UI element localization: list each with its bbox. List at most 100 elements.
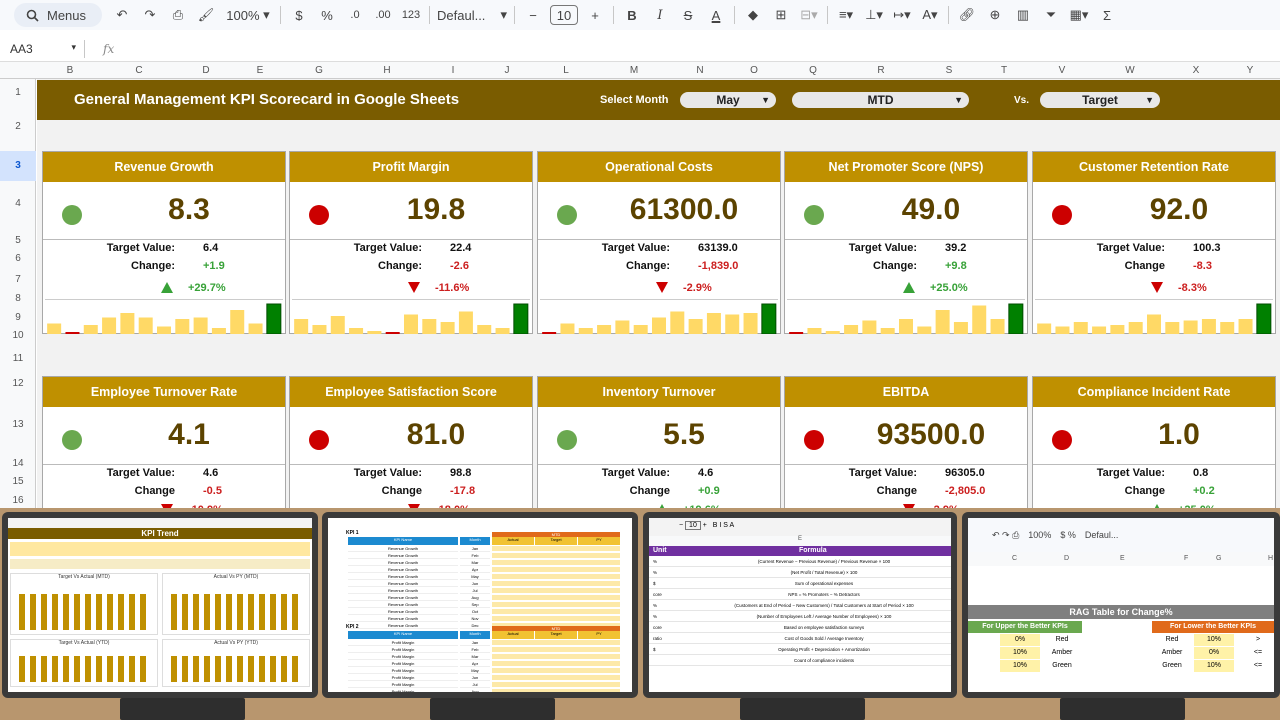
- column-header[interactable]: E: [256, 65, 264, 76]
- thumb-unit: $: [653, 581, 656, 586]
- thumb-cell: Aug: [460, 689, 490, 692]
- row-header[interactable]: 8: [15, 293, 21, 304]
- change-label: Change:: [626, 260, 670, 272]
- column-header[interactable]: X: [1192, 65, 1200, 76]
- paint-format-icon[interactable]: 🖌︎: [197, 7, 215, 22]
- change-label: Change: [134, 485, 175, 497]
- column-header[interactable]: O: [750, 65, 758, 76]
- sparkline-bar: [1147, 314, 1161, 334]
- column-header[interactable]: C: [135, 65, 143, 76]
- row-header[interactable]: 16: [12, 495, 24, 506]
- kpi-card: Inventory Turnover 5.5 Target Value: 4.6 Cha…: [537, 376, 781, 519]
- thumb-cell: Mar: [460, 654, 490, 660]
- bold-button[interactable]: B: [627, 7, 637, 23]
- row-header[interactable]: 4: [15, 198, 21, 209]
- filter-views-icon[interactable]: ▦▾: [1069, 7, 1089, 22]
- thumb-chart-bar: [118, 656, 124, 682]
- row-header[interactable]: 3: [0, 151, 36, 181]
- borders-icon[interactable]: ⊞: [775, 7, 787, 22]
- row-header[interactable]: 2: [15, 121, 21, 132]
- column-header[interactable]: R: [877, 65, 885, 76]
- name-box[interactable]: AA3 ▾: [0, 42, 80, 56]
- thumb-cell: [492, 560, 620, 566]
- period-dropdown[interactable]: MTD ▼: [792, 92, 969, 108]
- column-header[interactable]: D: [202, 65, 210, 76]
- row-header[interactable]: 6: [15, 253, 21, 264]
- thumb-chart-bar: [140, 656, 146, 682]
- print-icon[interactable]: ⎙: [172, 7, 184, 22]
- column-header[interactable]: L: [563, 65, 569, 76]
- font-select[interactable]: Defaul... ▾: [437, 7, 507, 23]
- column-header[interactable]: N: [696, 65, 704, 76]
- column-header[interactable]: Q: [809, 65, 817, 76]
- font-size-input[interactable]: 10: [550, 5, 578, 25]
- currency-button[interactable]: $: [295, 7, 303, 23]
- row-header[interactable]: 1: [15, 87, 21, 98]
- period-value: MTD: [867, 93, 894, 107]
- status-dot-icon: [804, 430, 824, 450]
- comment-icon[interactable]: ⊕: [989, 7, 1001, 22]
- fill-color-icon[interactable]: ◆: [748, 7, 758, 22]
- percent-button[interactable]: %: [321, 7, 333, 23]
- sparkline-svg: [294, 303, 529, 334]
- thumb-column-header: D: [1064, 555, 1070, 562]
- row-header[interactable]: 14: [12, 458, 24, 469]
- column-header[interactable]: Y: [1246, 65, 1254, 76]
- row-header[interactable]: 10: [12, 330, 24, 341]
- thumbnail-formula-sheet: − 10 + B I S A E Unit Formula% (Current Reve…: [643, 512, 957, 698]
- sparkline-bar-current: [1008, 303, 1024, 334]
- thumb-cell: [492, 616, 620, 622]
- chart-icon[interactable]: ▥: [1016, 7, 1030, 22]
- column-header[interactable]: J: [504, 65, 510, 76]
- thumb-cell: [492, 668, 620, 674]
- row-header[interactable]: 5: [15, 235, 21, 246]
- increase-decimal-button[interactable]: .00: [375, 9, 391, 21]
- compare-dropdown[interactable]: Target ▼: [1040, 92, 1160, 108]
- zoom-select[interactable]: 100% ▾: [226, 7, 270, 23]
- column-header[interactable]: V: [1058, 65, 1066, 76]
- thumb-chart-bar: [248, 594, 254, 630]
- redo-icon[interactable]: ↷: [144, 7, 156, 22]
- number-format-button[interactable]: 123: [401, 9, 421, 21]
- row-header[interactable]: 13: [12, 419, 24, 430]
- strikethrough-icon[interactable]: S: [683, 7, 693, 23]
- column-header[interactable]: M: [629, 65, 639, 76]
- thumb-chart-bar: [193, 656, 199, 682]
- thumb-chart-bar: [226, 594, 232, 630]
- row-header[interactable]: 15: [12, 476, 24, 487]
- functions-button[interactable]: Σ: [1102, 7, 1112, 23]
- italic-button[interactable]: I: [657, 7, 663, 23]
- target-label: Target Value:: [353, 242, 422, 254]
- thumb-cell: Revenue Growth: [348, 574, 458, 580]
- text-color-button[interactable]: A: [711, 7, 721, 23]
- month-dropdown[interactable]: May ▼: [680, 92, 776, 108]
- link-icon[interactable]: 🔗︎: [958, 7, 976, 22]
- thumb-col-header: Target: [535, 631, 577, 639]
- column-header[interactable]: T: [1000, 65, 1008, 76]
- font-size-decrease-icon[interactable]: −: [529, 7, 537, 23]
- menus-search[interactable]: Menus: [14, 3, 102, 27]
- decrease-decimal-button[interactable]: .0: [350, 9, 360, 21]
- filter-icon[interactable]: ⏷: [1045, 7, 1057, 22]
- row-header[interactable]: 12: [12, 378, 24, 389]
- column-header[interactable]: I: [451, 65, 455, 76]
- column-header[interactable]: B: [66, 65, 74, 76]
- change-value: +0.9: [698, 485, 720, 497]
- undo-icon[interactable]: ↶: [116, 7, 128, 22]
- row-header[interactable]: 11: [12, 353, 24, 364]
- horizontal-align-icon[interactable]: ≡▾: [838, 7, 854, 22]
- column-header[interactable]: S: [945, 65, 953, 76]
- column-header[interactable]: G: [315, 65, 323, 76]
- text-rotation-icon[interactable]: A▾: [922, 7, 938, 22]
- column-header[interactable]: H: [383, 65, 391, 76]
- row-header[interactable]: 9: [15, 312, 21, 323]
- text-wrap-icon[interactable]: ↦▾: [893, 7, 911, 22]
- row-header[interactable]: 7: [15, 274, 21, 285]
- column-header[interactable]: W: [1125, 65, 1135, 76]
- merge-cells-icon[interactable]: ⊟▾: [800, 7, 818, 22]
- thumb-chart-bar: [226, 656, 232, 682]
- sparkline-bar: [825, 331, 840, 334]
- target-value: 6.4: [203, 242, 219, 254]
- vertical-align-icon[interactable]: ⊥▾: [865, 7, 883, 22]
- font-size-increase-icon[interactable]: +: [591, 7, 599, 23]
